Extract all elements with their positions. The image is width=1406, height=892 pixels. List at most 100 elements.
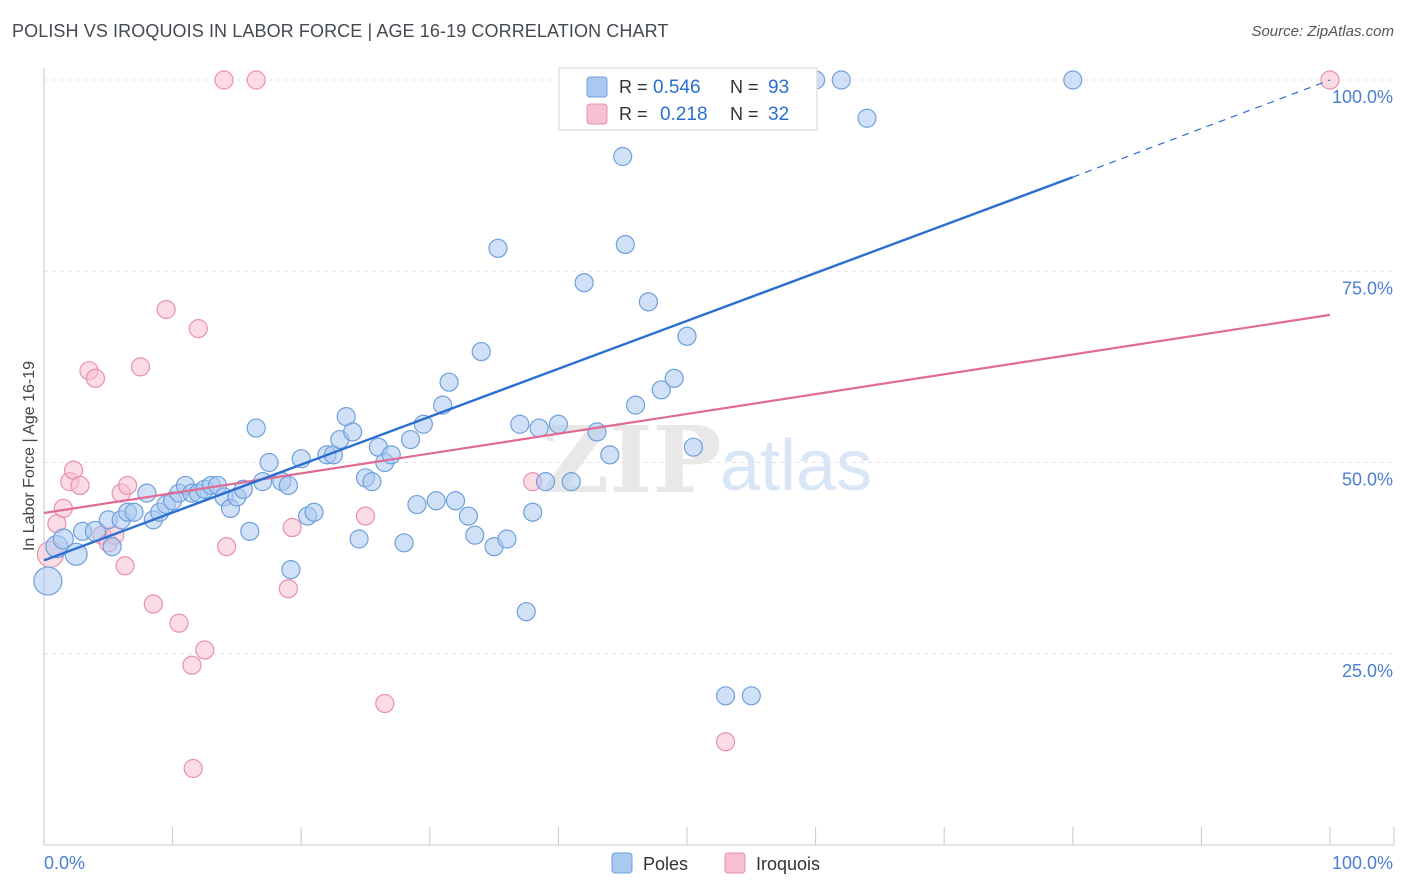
iroquois-point-5 (70, 475, 90, 496)
y-axis-label: In Labor Force | Age 16-19 (21, 361, 38, 551)
x-tick-marks (43, 827, 1395, 845)
legend-iroquois-swatch (586, 103, 608, 125)
y-tick-label-75: 75.0% (1342, 278, 1393, 298)
poles-point-52 (426, 491, 446, 511)
legend-poles-r-label: R = (619, 77, 648, 97)
poles-point-33 (281, 559, 301, 580)
legend-poles-swatch (586, 76, 608, 98)
poles-point-41 (343, 422, 363, 442)
legend-iroquois-r-label: R = (619, 104, 648, 124)
legend-bottom-iroquois-swatch[interactable] (724, 852, 746, 874)
poles-point-81 (741, 686, 761, 706)
trend-lines (43, 79, 1331, 562)
poles-point-72 (613, 146, 633, 167)
iroquois-point-7 (85, 368, 106, 388)
poles-point-10 (124, 502, 144, 522)
poles-point-79 (683, 437, 704, 457)
y-tick-labels: 25.0% 50.0% 75.0% 100.0% (1332, 87, 1393, 681)
legend-poles-n-value: 93 (768, 77, 789, 98)
poles-point-28 (246, 418, 266, 438)
iroquois-point-16 (156, 299, 176, 320)
poles-point-50 (407, 494, 427, 515)
poles-point-87 (857, 108, 877, 128)
poles-point-0 (33, 566, 63, 596)
poles-point-58 (471, 341, 491, 362)
iroquois-point-12 (115, 556, 135, 576)
poles-point-55 (445, 491, 466, 511)
legend-stats: R = 0.546 N = 93 R = 0.218 N = 32 (558, 67, 818, 131)
poles-point-54 (439, 372, 459, 392)
poles-point-67 (548, 414, 569, 434)
poles-point-61 (497, 529, 517, 549)
watermark-atlas: atlas (720, 426, 872, 506)
legend-iroquois-n-value: 32 (768, 104, 789, 125)
iroquois-point-23 (217, 537, 237, 557)
iroquois-point-27 (355, 506, 376, 526)
poles-point-49 (400, 429, 421, 450)
iroquois-point-15 (143, 594, 163, 614)
gridlines (44, 79, 1394, 655)
axes (43, 68, 1394, 846)
poles-point-65 (529, 418, 549, 438)
poles-point-68 (561, 472, 581, 492)
legend-bottom-poles-label[interactable]: Poles (643, 854, 688, 874)
watermark-zip: ZIP (542, 406, 721, 514)
poles-point-56 (458, 506, 478, 526)
poles-point-75 (638, 292, 659, 312)
poles-point-63 (516, 602, 536, 622)
poles-point-62 (510, 414, 530, 434)
y-tick-label-50: 50.0% (1342, 470, 1393, 490)
poles-point-73 (615, 234, 635, 255)
poles-point-42 (349, 529, 369, 549)
iroquois-point-21 (195, 640, 215, 660)
poles-point-3 (64, 542, 88, 566)
poles-point-88 (1063, 70, 1083, 90)
poles-point-30 (259, 452, 279, 473)
iroquois-point-24 (246, 70, 266, 90)
poles-point-27 (240, 521, 260, 541)
iroquois-point-30 (715, 732, 736, 752)
legend-bottom-iroquois-label[interactable]: Iroquois (756, 854, 820, 874)
poles-point-64 (523, 502, 543, 522)
x-tick-labels: 0.0% 100.0% (44, 853, 1393, 873)
poles-point-74 (625, 395, 646, 415)
iroquois-point-18 (182, 655, 202, 675)
poles-point-2 (52, 528, 74, 550)
legend-bottom-poles-swatch[interactable] (611, 852, 633, 874)
y-tick-label-25: 25.0% (1342, 661, 1393, 681)
poles-point-78 (677, 326, 697, 346)
iroquois-point-22 (214, 70, 234, 90)
poles-point-76 (651, 380, 671, 400)
legend-iroquois-r-value: 0.218 (660, 104, 708, 125)
iroquois-point-14 (130, 357, 151, 377)
chart-title: POLISH VS IROQUOIS IN LABOR FORCE | AGE … (12, 21, 669, 41)
poles-point-70 (587, 422, 607, 442)
poles-trend-extension (1072, 79, 1331, 178)
poles-points (33, 70, 1083, 706)
iroquois-point-13 (117, 475, 138, 496)
poles-point-48 (394, 533, 414, 553)
iroquois-point-26 (282, 517, 302, 538)
iroquois-point-19 (183, 758, 203, 779)
poles-point-86 (831, 70, 851, 90)
source-credit: Source: ZipAtlas.com (1251, 23, 1394, 40)
poles-point-60 (488, 238, 508, 258)
x-tick-label-0: 0.0% (44, 853, 85, 873)
poles-trend-line (43, 176, 1074, 562)
iroquois-point-20 (188, 319, 208, 339)
poles-point-36 (304, 502, 324, 522)
poles-point-66 (535, 472, 556, 492)
legend-poles-r-value: 0.546 (653, 77, 701, 98)
poles-point-11 (137, 483, 157, 503)
iroquois-point-28 (375, 693, 395, 714)
poles-point-57 (465, 525, 485, 545)
y-tick-label-100: 100.0% (1332, 87, 1393, 107)
legend-series: Poles Iroquois (611, 852, 820, 874)
watermark: ZIP atlas (542, 406, 872, 514)
poles-point-80 (715, 686, 736, 706)
legend-poles-n-label: N = (730, 77, 759, 97)
poles-point-32 (278, 475, 298, 496)
iroquois-point-25 (278, 579, 298, 599)
legend-iroquois-n-label: N = (730, 104, 759, 124)
